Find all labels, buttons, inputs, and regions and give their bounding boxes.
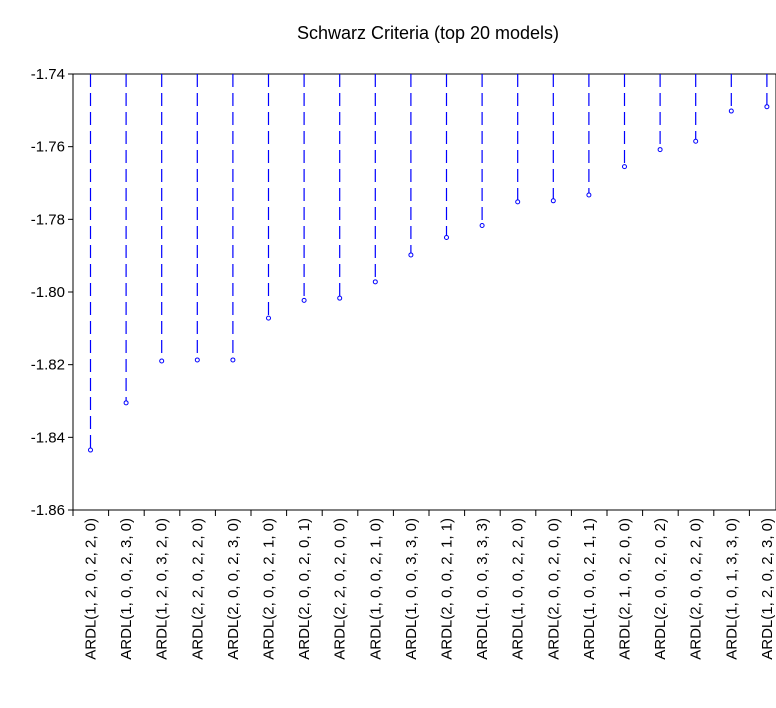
- x-category-label: ARDL(1, 2, 0, 3, 2, 0): [154, 518, 171, 660]
- data-point: [764, 104, 770, 110]
- x-category-label: ARDL(2, 0, 0, 2, 0, 2): [652, 518, 669, 660]
- data-point: [372, 279, 378, 285]
- x-category-label: ARDL(2, 0, 0, 2, 0, 0): [545, 518, 562, 660]
- data-point: [728, 108, 734, 114]
- y-tick-label: -1.78: [31, 211, 65, 228]
- data-point: [550, 198, 556, 204]
- y-tick-label: -1.86: [31, 502, 65, 519]
- data-point: [266, 315, 271, 321]
- x-category-label: ARDL(2, 0, 0, 2, 1, 1): [439, 518, 456, 660]
- y-tick-label: -1.76: [31, 139, 65, 156]
- data-point: [408, 252, 414, 258]
- x-category-label: ARDL(2, 0, 0, 2, 3, 0): [225, 518, 242, 660]
- data-marks: [88, 74, 770, 453]
- data-point: [586, 192, 592, 198]
- x-category-label: ARDL(2, 0, 0, 2, 2, 0): [688, 518, 705, 660]
- x-category-label: ARDL(1, 0, 0, 2, 3, 0): [118, 518, 135, 660]
- data-point: [194, 357, 200, 363]
- x-category-label: ARDL(1, 0, 0, 3, 3, 0): [403, 518, 420, 660]
- x-category-label: ARDL(1, 2, 0, 2, 3, 0): [759, 518, 776, 660]
- x-category-label: ARDL(1, 2, 0, 2, 2, 0): [83, 518, 100, 660]
- x-category-label: ARDL(1, 0, 0, 2, 1, 0): [367, 518, 384, 660]
- data-point: [444, 235, 449, 240]
- y-tick-label: -1.74: [31, 66, 65, 83]
- data-point: [301, 297, 307, 303]
- data-point: [123, 400, 129, 406]
- data-point: [479, 223, 485, 229]
- x-category-label: ARDL(1, 0, 0, 2, 2, 0): [510, 518, 527, 660]
- data-point: [693, 138, 699, 144]
- y-tick-label: -1.82: [31, 357, 65, 374]
- x-category-label: ARDL(1, 0, 0, 3, 3, 3): [474, 518, 491, 660]
- data-point: [515, 199, 521, 205]
- plot-frame: [72, 73, 776, 511]
- x-category-label: ARDL(2, 1, 0, 2, 0, 0): [617, 518, 634, 660]
- y-tick-label: -1.84: [31, 429, 65, 446]
- data-point: [88, 447, 93, 453]
- data-point: [230, 357, 236, 363]
- x-category-label: ARDL(2, 0, 0, 2, 1, 0): [261, 518, 278, 660]
- x-category-label: ARDL(1, 0, 0, 2, 1, 1): [581, 518, 598, 660]
- x-category-label: ARDL(2, 2, 0, 2, 0, 0): [332, 518, 349, 660]
- data-point: [622, 164, 627, 170]
- data-point: [337, 295, 343, 301]
- chart-title: Schwarz Criteria (top 20 models): [297, 23, 559, 43]
- y-axis: -1.74 -1.76 -1.78 -1.80 -1.82 -1.84 -1.86: [31, 66, 73, 519]
- x-category-label: ARDL(2, 2, 0, 2, 2, 0): [189, 518, 206, 660]
- data-point: [657, 147, 663, 153]
- data-point: [159, 358, 165, 364]
- x-axis: ARDL(1, 2, 0, 2, 2, 0) ARDL(1, 0, 0, 2, 3…: [72, 510, 776, 660]
- x-category-label: ARDL(2, 0, 0, 2, 0, 1): [296, 518, 313, 660]
- x-category-label: ARDL(1, 0, 1, 3, 3, 0): [723, 518, 740, 660]
- y-tick-label: -1.80: [31, 284, 65, 301]
